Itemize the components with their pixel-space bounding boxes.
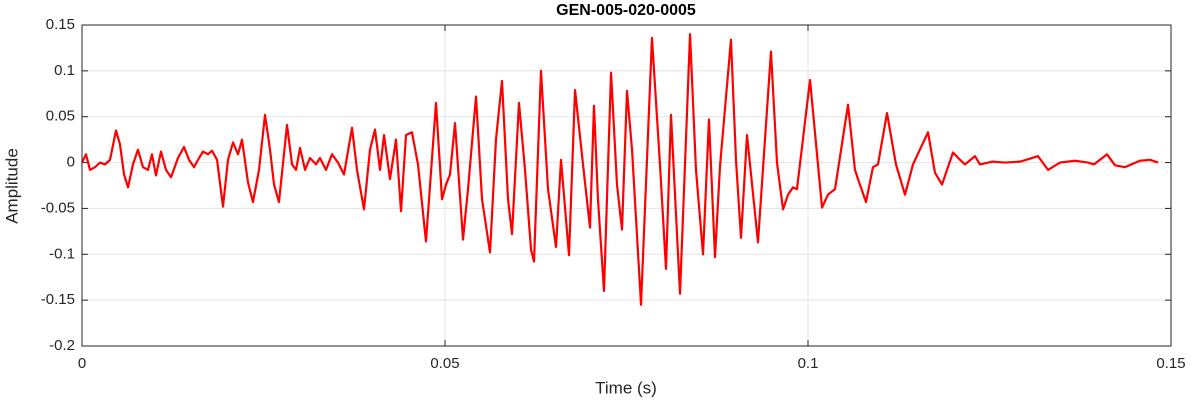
y-tick-label: 0 [67,154,75,171]
axes-frame [81,24,1172,347]
y-tick-label: -0.15 [41,291,75,308]
x-tick-label: 0 [78,355,86,372]
x-tick-label: 0.15 [1156,355,1185,372]
y-axis-label: Amplitude [2,148,21,224]
x-axis-label: Time (s) [595,378,657,397]
y-tick-label: 0.15 [46,16,75,33]
y-tick-label: 0.05 [46,108,75,125]
x-tick-label: 0.1 [798,355,819,372]
y-tick-label: -0.2 [49,337,75,354]
y-tick-label: -0.1 [49,245,75,262]
plot [81,33,1159,306]
chart-title: GEN-005-020-0005 [556,2,696,19]
y-tick-label: 0.1 [54,62,75,79]
x-tick-label: 0.05 [430,355,459,372]
y-tick-label: -0.05 [41,199,75,216]
signal-line [81,33,1159,306]
